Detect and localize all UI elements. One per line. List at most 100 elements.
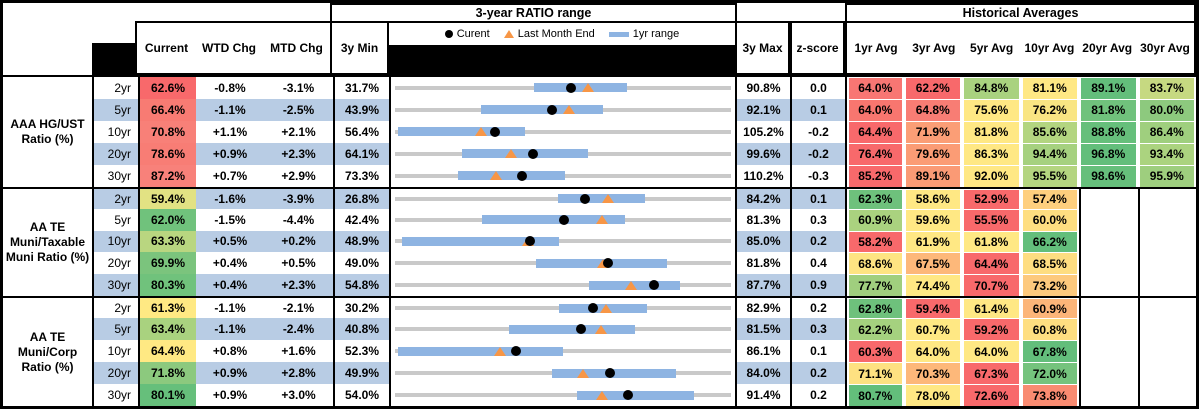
avg-empty-cell bbox=[1079, 384, 1138, 406]
avg-empty-cell bbox=[1137, 230, 1197, 253]
historical-avg-value: 92.0% bbox=[964, 165, 1019, 187]
historical-avg-cell: 96.8% bbox=[1079, 143, 1138, 165]
tenor-cell: 2yr bbox=[92, 296, 138, 319]
historical-avg-value: 68.5% bbox=[1022, 253, 1077, 275]
historical-avg-cell: 95.5% bbox=[1021, 165, 1080, 187]
historical-avg-value: 52.9% bbox=[964, 189, 1019, 209]
last-month-end-triangle-icon bbox=[490, 171, 503, 181]
range-chart-cell bbox=[389, 77, 735, 99]
mtd-chg-column-header: MTD Chg bbox=[270, 41, 323, 55]
current-dot-icon bbox=[587, 303, 598, 314]
last-month-end-triangle-icon bbox=[594, 324, 607, 334]
3y-min-column-header: 3y Min bbox=[330, 21, 389, 75]
historical-avg-value: 78.0% bbox=[905, 385, 960, 406]
tenor-cell: 2yr bbox=[92, 77, 138, 99]
z-score-cell: 0.2 bbox=[790, 384, 845, 406]
historical-avg-cell: 61.9% bbox=[904, 231, 963, 253]
historical-avg-value: 62.3% bbox=[849, 189, 902, 209]
historical-avg-value: 60.0% bbox=[1022, 209, 1077, 231]
historical-avg-cell: 64.0% bbox=[845, 98, 904, 121]
historical-avg-cell: 89.1% bbox=[904, 165, 963, 187]
historical-avg-cell: 79.6% bbox=[904, 143, 963, 165]
mtd-chg-cell: +0.2% bbox=[264, 230, 333, 253]
last-month-end-triangle-icon bbox=[597, 258, 610, 268]
wtd-chg-cell: +0.9% bbox=[212, 388, 248, 403]
avg-empty-cell bbox=[1137, 384, 1197, 406]
historical-avg-value: 86.3% bbox=[964, 143, 1019, 165]
one-year-range-bar bbox=[402, 236, 559, 246]
current-dot-icon bbox=[603, 258, 614, 269]
historical-avg-cell: 60.9% bbox=[1020, 296, 1079, 319]
historical-avg-cell: 59.4% bbox=[903, 296, 962, 319]
mtd-chg-cell: +1.6% bbox=[281, 344, 316, 359]
3y-max-cell: 84.0% bbox=[735, 362, 790, 385]
historical-avg-value: 81.8% bbox=[964, 121, 1019, 143]
historical-avg-cell: 85.6% bbox=[1021, 121, 1080, 143]
historical-avg-value: 86.4% bbox=[1139, 121, 1194, 143]
mtd-chg-cell: +2.3% bbox=[264, 142, 333, 165]
3y-min-cell: 43.9% bbox=[333, 98, 389, 121]
wtd-chg-cell: +0.5% bbox=[196, 230, 264, 253]
current-value-cell: 63.3% bbox=[138, 230, 196, 253]
historical-avg-cell: 61.4% bbox=[962, 296, 1021, 319]
historical-avg-cell: 59.2% bbox=[962, 318, 1021, 341]
group-label: AA TE Muni/Corp Ratio (%) bbox=[3, 296, 92, 406]
historical-avg-cell: 64.0% bbox=[962, 340, 1021, 363]
last-month-end-triangle-icon bbox=[601, 194, 614, 204]
current-dot-icon bbox=[517, 170, 528, 181]
wtd-chg-cell: -1.1% bbox=[196, 98, 264, 121]
historical-avg-cell: 67.3% bbox=[962, 362, 1021, 385]
historical-avg-cell: 64.4% bbox=[962, 252, 1021, 275]
change-columns-header: Current WTD Chg MTD Chg bbox=[135, 21, 333, 75]
3y-min-cell: 49.9% bbox=[333, 362, 389, 385]
historical-avg-value: 89.1% bbox=[1081, 78, 1136, 99]
historical-avg-cell: 95.9% bbox=[1138, 165, 1197, 187]
historical-avg-cell: 62.3% bbox=[845, 186, 904, 209]
three-year-range-track bbox=[395, 283, 731, 288]
z-score-cell: 0.2 bbox=[790, 296, 845, 319]
current-dot-icon bbox=[576, 324, 587, 335]
historical-avg-value: 85.2% bbox=[849, 165, 902, 187]
current-value-cell: 62.6% bbox=[138, 77, 196, 99]
historical-avg-cell: 78.0% bbox=[904, 384, 963, 406]
historical-avg-cell: 81.8% bbox=[1079, 99, 1138, 121]
historical-avg-cell: 62.2% bbox=[904, 77, 963, 99]
historical-avg-value: 62.2% bbox=[849, 319, 902, 341]
historical-avg-value: 68.6% bbox=[849, 253, 902, 275]
current-value-cell: 70.8% bbox=[138, 120, 196, 143]
3y-min-cell: 52.3% bbox=[333, 340, 389, 363]
historical-avg-value: 84.8% bbox=[964, 78, 1019, 99]
historical-avg-value: 61.9% bbox=[905, 231, 960, 253]
historical-avg-cell: 67.8% bbox=[1021, 340, 1080, 363]
tenor-cell: 30yr bbox=[92, 274, 138, 297]
wtd-chg-cell: +0.4% bbox=[212, 256, 248, 271]
current-value-cell: 69.9% bbox=[138, 252, 196, 275]
historical-avg-cell: 86.4% bbox=[1138, 121, 1197, 143]
z-score-cell: 0.0 bbox=[790, 77, 845, 99]
3y-max-cell: 82.9% bbox=[735, 296, 790, 319]
historical-avg-cell: 60.8% bbox=[1021, 318, 1080, 341]
avg-empty-cell bbox=[1137, 208, 1197, 231]
historical-avg-value: 93.4% bbox=[1139, 143, 1194, 165]
avg-empty-cell bbox=[1079, 340, 1138, 363]
avg-empty-cell bbox=[1079, 252, 1138, 275]
avg-header-20yr: 20yr Avg bbox=[1082, 41, 1133, 55]
avg-empty-cell bbox=[1079, 296, 1138, 319]
historical-avg-value: 75.6% bbox=[964, 99, 1019, 121]
3y-max-cell: 81.8% bbox=[735, 252, 790, 275]
historical-avg-value: 88.8% bbox=[1081, 121, 1136, 143]
z-score-cell: 0.3 bbox=[790, 318, 845, 341]
historical-avg-value: 60.3% bbox=[849, 341, 902, 363]
historical-avg-value: 95.9% bbox=[1139, 165, 1194, 187]
historical-avg-value: 72.0% bbox=[1022, 363, 1077, 385]
historical-avg-cell: 72.6% bbox=[962, 384, 1021, 406]
tenor-cell: 30yr bbox=[92, 164, 138, 187]
z-score-cell: 0.1 bbox=[790, 340, 845, 363]
historical-avg-cell: 80.7% bbox=[845, 384, 904, 406]
avg-empty-cell bbox=[1137, 296, 1196, 319]
historical-avg-cell: 93.4% bbox=[1138, 143, 1197, 165]
3y-max-cell: 105.2% bbox=[735, 120, 790, 143]
range-chart-cell bbox=[389, 252, 735, 275]
historical-avg-value: 94.4% bbox=[1022, 143, 1077, 165]
range-chart-cell bbox=[389, 98, 735, 121]
